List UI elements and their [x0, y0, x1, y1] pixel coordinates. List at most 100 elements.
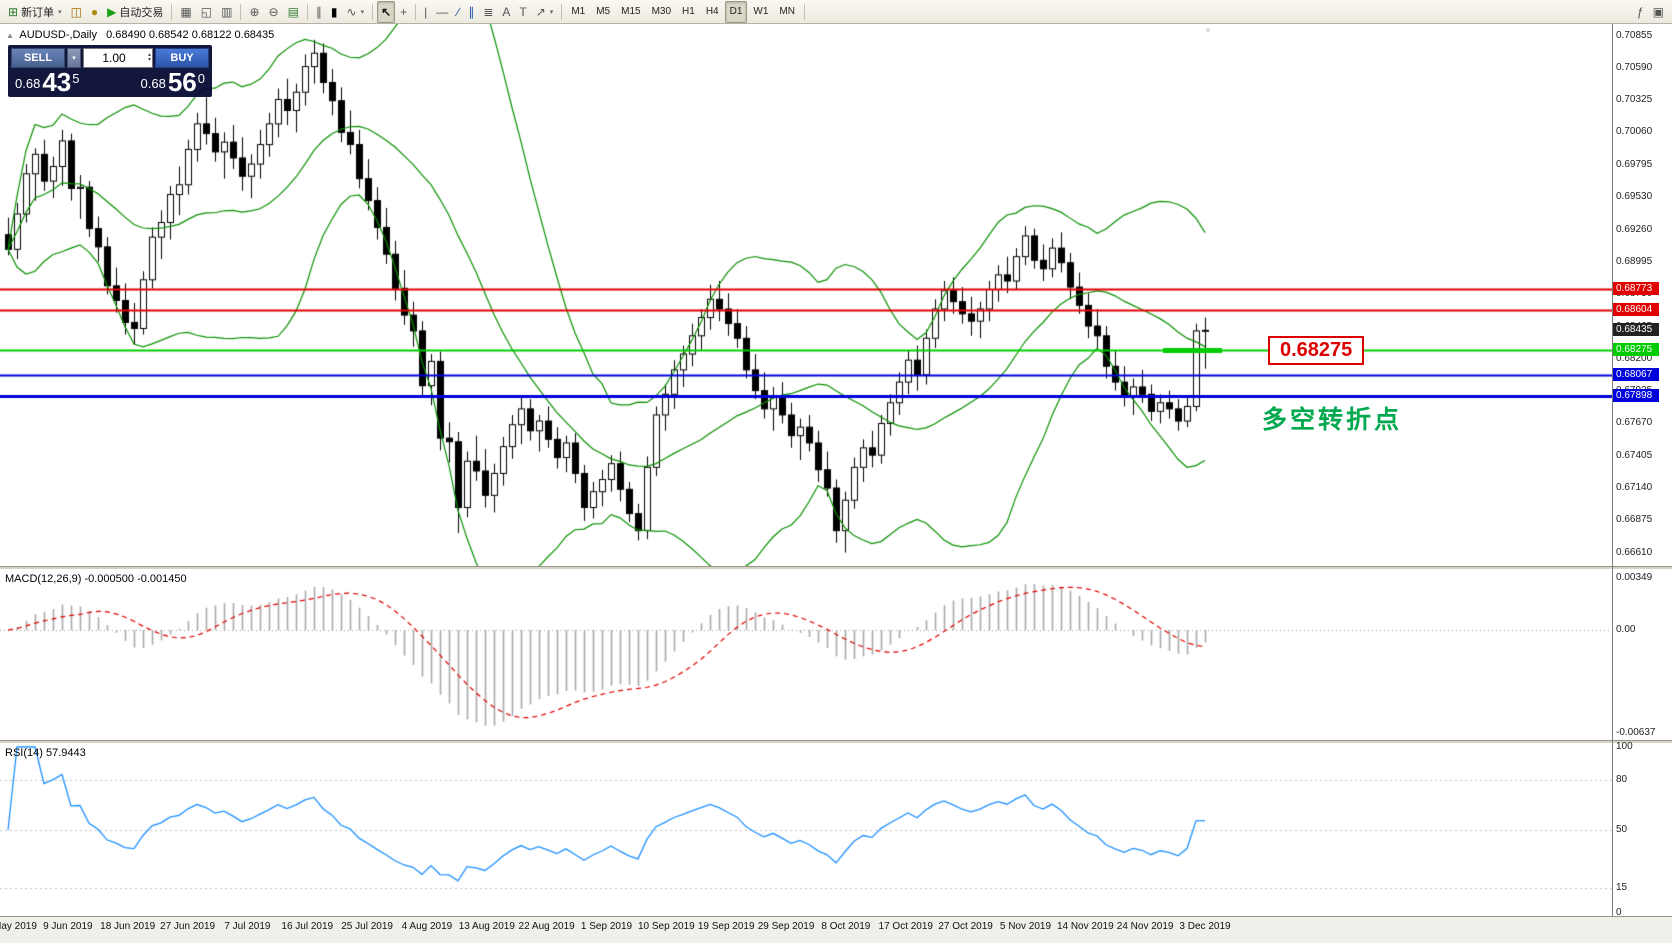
- autotrading-button[interactable]: ▶ 自动交易: [103, 1, 167, 23]
- price-line-label[interactable]: 0.68275: [1613, 342, 1659, 356]
- tf-m1[interactable]: M1: [566, 1, 590, 23]
- bar-chart-button[interactable]: ∥: [312, 1, 326, 23]
- tf-d1[interactable]: D1: [724, 0, 748, 23]
- indicators-icon: ƒ: [1636, 4, 1644, 19]
- tf-h4-label: H4: [705, 6, 719, 17]
- new-chart-button[interactable]: ◫: [67, 1, 86, 23]
- tf-w1[interactable]: W1: [748, 1, 773, 23]
- tile-windows-button[interactable]: ▦: [176, 1, 195, 23]
- rsi-panel[interactable]: [0, 744, 1612, 916]
- panel-splitter[interactable]: [0, 740, 1672, 744]
- vertical-line-button[interactable]: |: [420, 1, 431, 23]
- chevron-down-icon: ▾: [549, 8, 554, 16]
- tf-m30[interactable]: M30: [647, 1, 676, 23]
- volume-input[interactable]: [84, 49, 152, 67]
- order-options-dropdown[interactable]: ▾: [67, 48, 81, 68]
- zoom-in-button[interactable]: ⊕: [245, 1, 263, 23]
- price-line-label[interactable]: 0.67898: [1613, 388, 1659, 402]
- fibonacci-button[interactable]: ≣: [479, 1, 497, 23]
- date-label: 4 Aug 2019: [401, 921, 453, 932]
- price-line-label[interactable]: 0.68604: [1613, 302, 1659, 316]
- autotrading-button-label: 自动交易: [119, 6, 164, 19]
- fibonacci-icon: ≣: [483, 4, 494, 19]
- candle-chart-icon: ▮: [330, 4, 338, 19]
- time-axis[interactable]: 30 May 2019 9 Jun 2019 18 Jun 2019 27 Jun 2…: [0, 916, 1672, 943]
- volume-down-button[interactable]: ▾: [147, 57, 151, 63]
- price-annotation-box[interactable]: 0.68275: [1268, 336, 1365, 365]
- cascade-windows-button[interactable]: ◱: [197, 1, 216, 23]
- price-scale-label: 0.69260: [1616, 223, 1653, 235]
- tf-m1-label: M1: [571, 6, 586, 17]
- date-label: 14 Nov 2019: [1056, 921, 1114, 932]
- profiles-button[interactable]: ●: [87, 1, 102, 23]
- candle-chart-button[interactable]: ▮: [327, 1, 342, 23]
- rsi-scale-label: 0: [1616, 907, 1622, 918]
- trendline-button[interactable]: ∕: [453, 1, 463, 23]
- crosshair-button[interactable]: +: [396, 1, 411, 23]
- label-button[interactable]: T: [515, 1, 530, 23]
- arrange-windows-button[interactable]: ▥: [217, 1, 236, 23]
- tf-w1-label: W1: [753, 6, 769, 17]
- new-order-button[interactable]: ⊞ 新订单 ▾: [4, 1, 66, 23]
- date-label: 29 Sep 2019: [757, 921, 815, 932]
- tf-m30-label: M30: [651, 6, 672, 17]
- zoom-out-button[interactable]: ⊖: [265, 1, 283, 23]
- toolbar-separator: [372, 3, 374, 20]
- price-scale-label: 0.67670: [1616, 417, 1653, 429]
- price-chart[interactable]: [0, 24, 1612, 566]
- date-label: 27 Oct 2019: [938, 921, 993, 932]
- zoom-out-icon: ⊖: [268, 4, 279, 19]
- collapse-arrow-icon[interactable]: ▲: [6, 31, 14, 40]
- price-scale-label: 0.70060: [1616, 126, 1653, 138]
- buy-price-prefix: 0.68: [140, 76, 166, 91]
- sell-price-prefix: 0.68: [15, 76, 41, 91]
- tf-h1[interactable]: H1: [677, 1, 700, 23]
- arrange-windows-icon: ▥: [221, 4, 233, 19]
- price-scale-label: 0.66875: [1616, 514, 1653, 526]
- chevron-down-icon: ▾: [58, 8, 62, 16]
- horizontal-line-button[interactable]: —: [432, 1, 452, 23]
- search-button[interactable]: ▣: [1649, 1, 1668, 23]
- tile-windows-icon: ▦: [180, 4, 192, 19]
- price-scale-label: 0.67405: [1616, 449, 1653, 461]
- sell-price-big: 43: [42, 67, 72, 97]
- turning-point-annotation[interactable]: 多空转折点: [1262, 406, 1403, 434]
- buy-button[interactable]: BUY: [155, 48, 209, 68]
- panel-splitter[interactable]: [0, 566, 1672, 570]
- price-scale-label: 0.66610: [1616, 546, 1653, 558]
- volume-up-button[interactable]: ▴: [147, 52, 151, 58]
- date-label: 7 Jul 2019: [224, 921, 271, 932]
- price-line-label[interactable]: 0.68773: [1613, 282, 1659, 296]
- price-scale-label: 0.70325: [1616, 94, 1653, 106]
- tf-mn-label: MN: [779, 6, 795, 17]
- toolbar-group-trade: ⊞ 新订单 ▾ ◫ ● ▶ 自动交易: [4, 1, 167, 23]
- tf-m5[interactable]: M5: [591, 1, 615, 23]
- text-button[interactable]: A: [498, 1, 514, 23]
- rsi-scale-label: 50: [1616, 824, 1628, 835]
- tf-h4[interactable]: H4: [701, 1, 724, 23]
- date-label: 24 Nov 2019: [1116, 921, 1174, 932]
- grid-button[interactable]: ▤: [284, 1, 303, 23]
- ohlc-values: 0.68490 0.68542 0.68122 0.68435: [106, 29, 275, 41]
- line-chart-button[interactable]: ∿ ▾: [343, 1, 369, 23]
- indicators-button[interactable]: ƒ: [1633, 1, 1648, 23]
- arrows-button[interactable]: ↗ ▾: [532, 1, 558, 23]
- price-line-label[interactable]: 0.68067: [1613, 368, 1659, 382]
- tf-m15[interactable]: M15: [616, 1, 645, 23]
- tf-h1-label: H1: [682, 6, 695, 17]
- toolbar-group-objects: | — ∕ ∥ ≣ A T ↗ ▾: [420, 1, 557, 23]
- macd-panel[interactable]: [0, 570, 1612, 740]
- toolbar-group-zoom: ⊕ ⊖ ▤: [245, 1, 302, 23]
- channel-button[interactable]: ∥: [464, 1, 478, 23]
- price-scale-label: 0.69795: [1616, 158, 1653, 170]
- tf-mn[interactable]: MN: [774, 1, 800, 23]
- price-scale-label: 0.68200: [1616, 352, 1653, 364]
- sell-button[interactable]: SELL: [11, 48, 65, 68]
- chevron-down-icon: ▾: [72, 55, 76, 62]
- cursor-button[interactable]: ↖: [377, 0, 396, 23]
- price-scale-label: 0.69530: [1616, 190, 1653, 202]
- cursor-icon: ↖: [381, 4, 392, 19]
- date-label: 16 Jul 2019: [281, 921, 334, 932]
